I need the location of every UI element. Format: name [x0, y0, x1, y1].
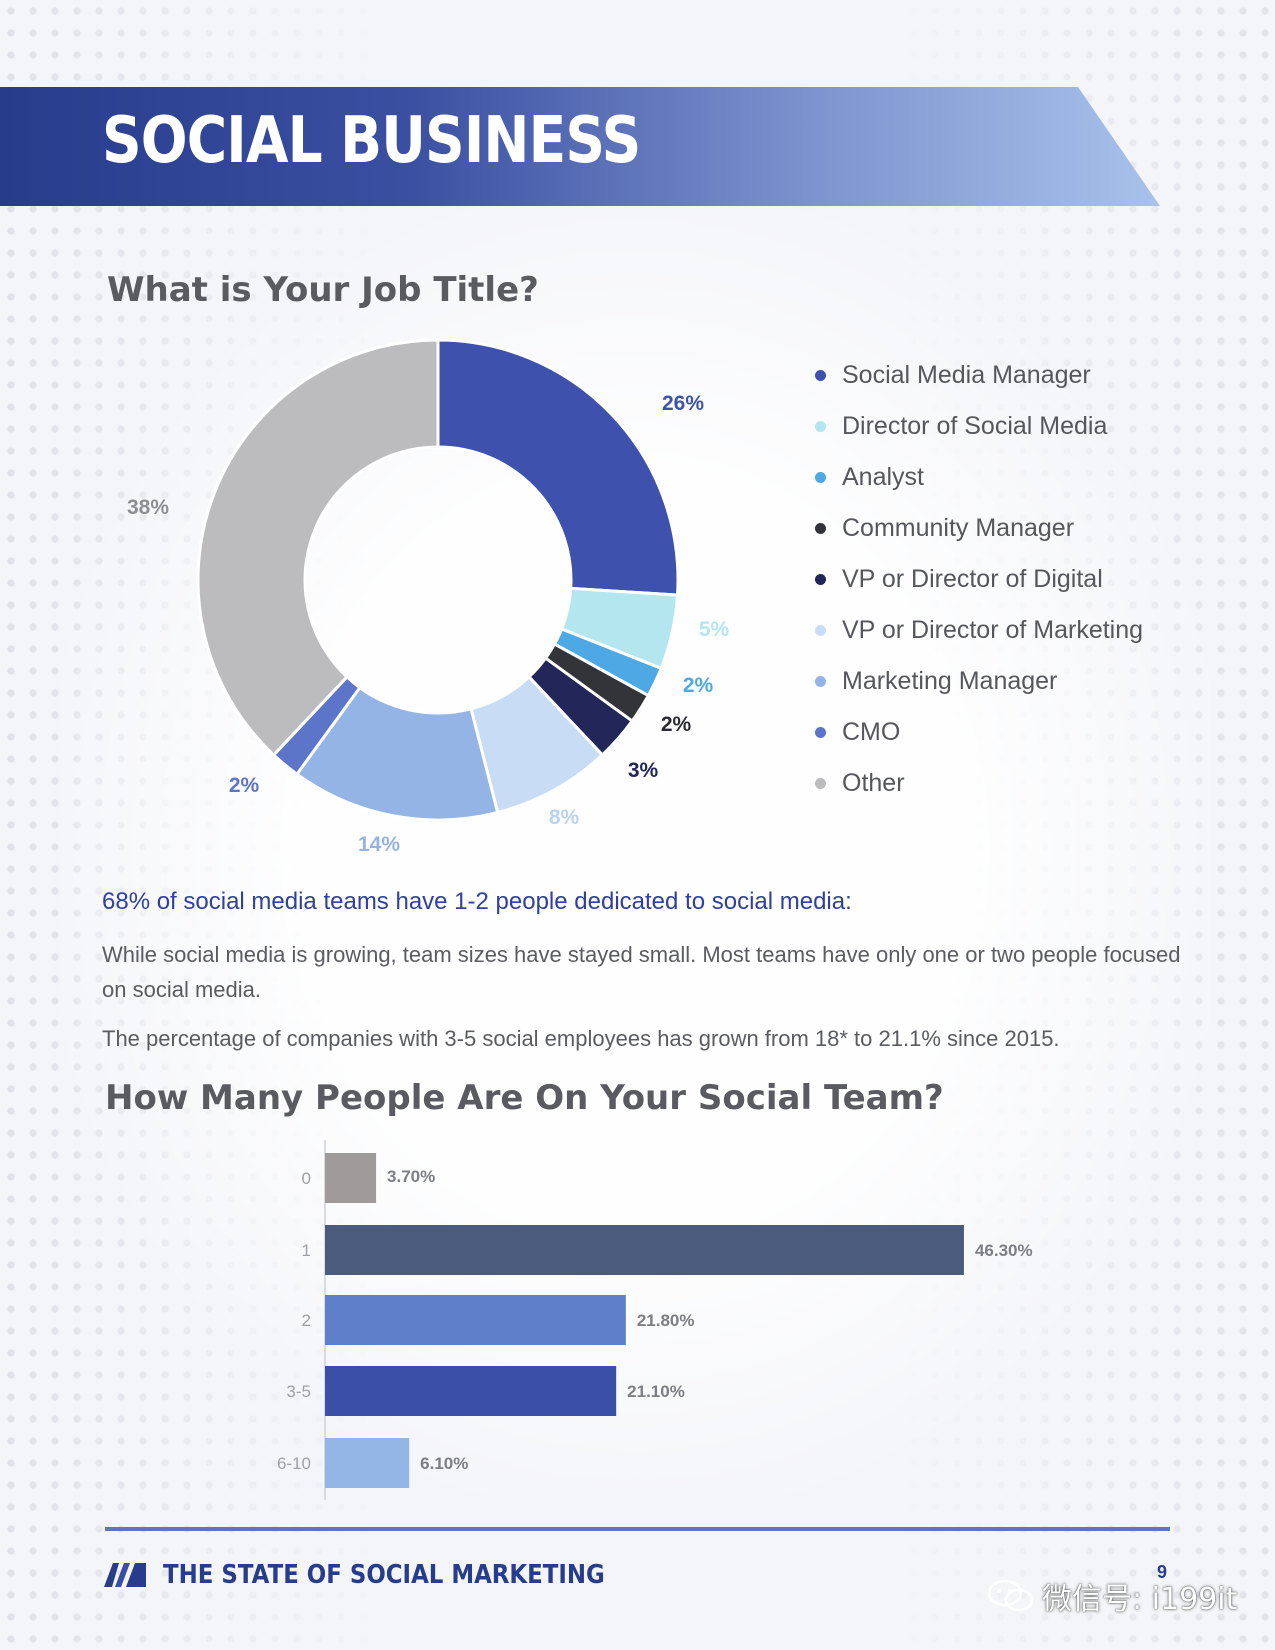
bar-value-label: 46.30%: [975, 1241, 1033, 1260]
page-title: SOCIAL BUSINESS: [102, 104, 641, 178]
legend-dot-icon: [815, 370, 826, 381]
bar-category-label: 6-10: [277, 1454, 311, 1473]
bar: [325, 1153, 377, 1203]
job-title-legend: Social Media Manager Director of Social …: [812, 357, 1143, 816]
footer-divider: [105, 1527, 1170, 1531]
legend-dot-icon: [815, 523, 826, 534]
legend-dot-icon: [815, 727, 826, 738]
legend-label: Social Media Manager: [842, 361, 1091, 389]
legend-item: Marketing Manager: [812, 663, 1143, 714]
watermark: 微信号: i199it: [986, 1576, 1238, 1617]
legend-item: VP or Director of Marketing: [812, 612, 1143, 663]
legend-label: CMO: [842, 718, 901, 746]
legend-dot-icon: [815, 421, 826, 432]
legend-label: Marketing Manager: [842, 667, 1058, 695]
job-title-chart-title: What is Your Job Title?: [107, 270, 539, 310]
watermark-text: 微信号: i199it: [1042, 1582, 1238, 1617]
legend-dot-icon: [815, 778, 826, 789]
legend-item: Community Manager: [812, 510, 1143, 561]
bar-value-label: 6.10%: [420, 1454, 468, 1473]
legend-item: Social Media Manager: [812, 357, 1143, 408]
legend-item: Director of Social Media: [812, 408, 1143, 459]
bar: [325, 1366, 617, 1416]
bar-category-label: 0: [302, 1169, 311, 1188]
legend-item: Analyst: [812, 459, 1143, 510]
wechat-icon: [987, 1579, 1034, 1612]
legend-label: VP or Director of Digital: [842, 565, 1103, 593]
footer-report-title: THE STATE OF SOCIAL MARKETING: [163, 1560, 605, 1590]
legend-item: VP or Director of Digital: [812, 561, 1143, 612]
legend-dot-icon: [815, 574, 826, 585]
bar: [325, 1225, 964, 1275]
legend-dot-icon: [815, 625, 826, 636]
legend-label: VP or Director of Marketing: [842, 616, 1144, 644]
team-chart-title: How Many People Are On Your Social Team?: [105, 1078, 944, 1118]
bar-value-label: 3.70%: [387, 1167, 435, 1186]
legend-item: CMO: [812, 714, 1143, 765]
bar-category-label: 3-5: [286, 1382, 311, 1401]
legend-label: Other: [842, 769, 905, 797]
team-growth-paragraph: The percentage of companies with 3-5 soc…: [102, 1026, 1060, 1051]
legend-label: Community Manager: [842, 514, 1075, 542]
legend-label: Analyst: [842, 463, 924, 491]
legend-dot-icon: [815, 472, 826, 483]
page-number: 9: [1157, 1562, 1168, 1582]
team-size-paragraph: While social media is growing, team size…: [102, 942, 1181, 1002]
legend-item: Other: [812, 765, 1143, 816]
team-size-bar-chart: 0 3.70% 1 46.30% 2 21.80% 3-5 21.10% 6-10 6.10%: [277, 1140, 1033, 1500]
team-size-headline: 68% of social media teams have 1-2 peopl…: [102, 888, 852, 915]
bar: [325, 1438, 410, 1488]
bar-value-label: 21.80%: [637, 1311, 695, 1330]
header-banner: [0, 87, 1160, 206]
bar: [325, 1295, 626, 1345]
bar-value-label: 21.10%: [627, 1382, 685, 1401]
bar-category-label: 2: [302, 1311, 311, 1330]
brand-logo-icon: [104, 1563, 146, 1587]
legend-dot-icon: [815, 676, 826, 687]
bar-category-label: 1: [302, 1241, 311, 1260]
legend-label: Director of Social Media: [842, 412, 1108, 440]
